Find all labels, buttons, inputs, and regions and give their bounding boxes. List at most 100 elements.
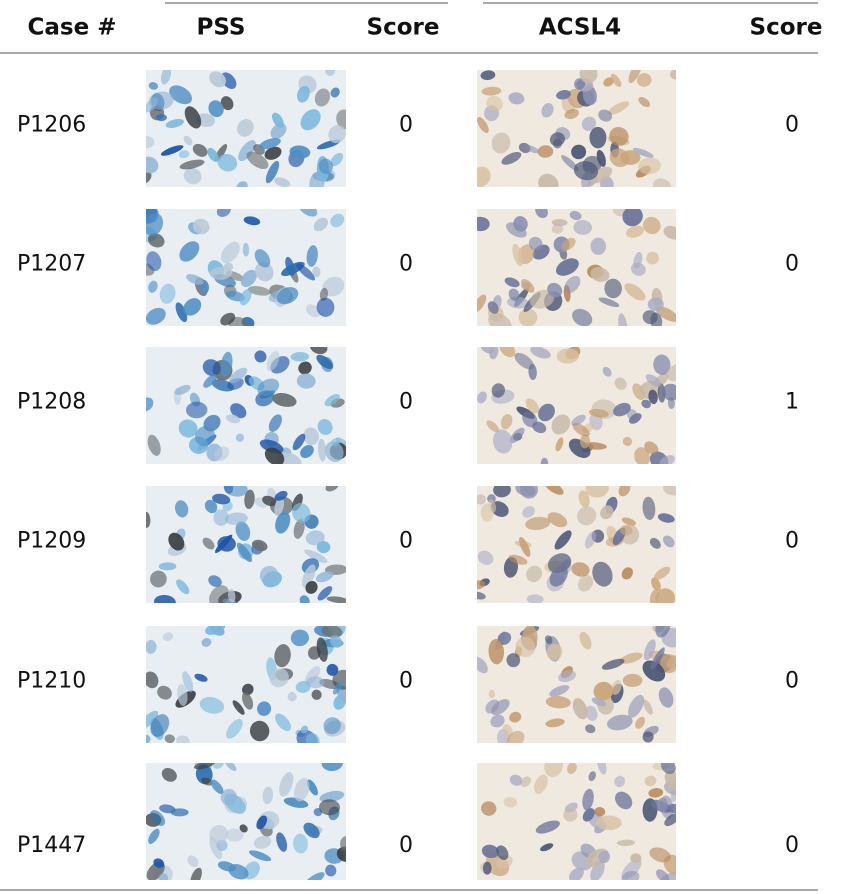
- micrograph-content: [477, 626, 676, 743]
- cell-nucleus: [621, 870, 640, 880]
- cell-nucleus: [313, 217, 328, 232]
- cell-nucleus: [641, 399, 652, 409]
- cell-nucleus: [488, 639, 505, 665]
- cell-nucleus: [538, 403, 555, 422]
- cell-nucleus: [147, 434, 161, 456]
- cell-nucleus: [146, 710, 159, 729]
- cell-nucleus: [615, 791, 633, 810]
- cell-nucleus: [545, 695, 571, 709]
- cell-nucleus: [208, 575, 222, 587]
- cell-nucleus: [569, 867, 584, 880]
- cell-nucleus: [528, 363, 537, 381]
- cell-nucleus: [239, 289, 252, 306]
- cell-nucleus: [554, 530, 572, 550]
- cell-nucleus: [224, 512, 248, 525]
- cell-nucleus: [515, 486, 536, 497]
- micrograph-content: [477, 70, 676, 187]
- cell-nucleus: [160, 70, 172, 85]
- cell-nucleus: [316, 541, 331, 554]
- cell-nucleus: [610, 73, 622, 88]
- cell-nucleus: [618, 486, 631, 497]
- cell-nucleus: [508, 554, 528, 565]
- case-id: P1206: [17, 113, 86, 138]
- cell-nucleus: [228, 864, 249, 880]
- cell-nucleus: [311, 689, 322, 700]
- cell-nucleus: [319, 790, 345, 803]
- cell-nucleus: [296, 263, 316, 281]
- micrograph: [477, 486, 676, 603]
- cell-nucleus: [515, 636, 536, 658]
- cell-nucleus: [564, 108, 579, 120]
- cell-nucleus: [621, 517, 636, 526]
- cell-nucleus: [619, 652, 643, 664]
- cell-nucleus: [621, 567, 634, 580]
- cell-nucleus: [499, 347, 516, 358]
- cell-nucleus: [662, 535, 675, 548]
- cell-nucleus: [232, 700, 245, 715]
- cell-nucleus: [182, 671, 194, 693]
- cell-nucleus: [572, 698, 588, 720]
- header-cell: Score: [750, 15, 823, 41]
- micrograph-background: [146, 347, 346, 464]
- cell-nucleus: [262, 786, 274, 805]
- cell-nucleus: [624, 283, 646, 301]
- cell-nucleus: [558, 670, 576, 683]
- cell-nucleus: [496, 845, 509, 860]
- cell-nucleus: [148, 828, 160, 844]
- micrograph-content: [477, 763, 676, 880]
- cell-nucleus: [146, 156, 159, 174]
- cell-nucleus: [249, 850, 272, 862]
- cell-nucleus: [146, 171, 152, 184]
- cell-nucleus: [596, 149, 606, 167]
- cell-nucleus: [183, 135, 193, 146]
- cell-nucleus: [491, 699, 510, 716]
- cell-nucleus: [150, 570, 167, 588]
- cell-nucleus: [183, 298, 202, 316]
- cell-nucleus: [563, 808, 578, 822]
- cell-nucleus: [603, 77, 614, 87]
- cell-nucleus: [201, 638, 212, 647]
- cell-nucleus: [602, 366, 612, 377]
- cell-nucleus: [577, 574, 594, 592]
- cell-nucleus: [300, 725, 309, 734]
- cell-nucleus: [544, 486, 564, 495]
- cell-nucleus: [619, 525, 633, 536]
- micrograph-content: [146, 626, 346, 743]
- cell-nucleus: [265, 160, 280, 184]
- cell-nucleus: [659, 455, 675, 464]
- cell-nucleus: [174, 384, 191, 395]
- cell-nucleus: [477, 656, 488, 674]
- header-cell: Score: [367, 15, 440, 41]
- cell-nucleus: [549, 685, 570, 697]
- cell-nucleus: [317, 586, 333, 601]
- cell-nucleus: [304, 549, 328, 563]
- cell-nucleus: [324, 70, 336, 76]
- micrograph-content: [146, 486, 346, 603]
- cell-nucleus: [276, 287, 299, 305]
- cell-nucleus: [541, 103, 554, 118]
- cell-nucleus: [588, 771, 596, 782]
- cell-nucleus: [213, 446, 230, 461]
- cell-nucleus: [183, 167, 202, 185]
- cell-nucleus: [574, 78, 586, 90]
- cell-nucleus: [224, 763, 237, 771]
- cell-nucleus: [247, 286, 271, 296]
- cell-nucleus: [157, 685, 172, 700]
- cell-nucleus: [175, 302, 188, 323]
- cell-nucleus: [205, 626, 226, 635]
- cell-nucleus: [328, 125, 346, 144]
- cell-nucleus: [655, 588, 676, 603]
- cell-nucleus: [299, 595, 310, 603]
- micrograph: [146, 486, 346, 603]
- pss-score: 0: [399, 113, 413, 138]
- cell-nucleus: [187, 855, 199, 868]
- cell-nucleus: [492, 429, 513, 454]
- cell-nucleus: [486, 420, 500, 433]
- cell-nucleus: [546, 643, 563, 661]
- acsl4-score: 1: [785, 390, 799, 415]
- cell-nucleus: [316, 297, 335, 317]
- cell-nucleus: [275, 713, 292, 732]
- cell-nucleus: [571, 414, 586, 426]
- cell-nucleus: [326, 663, 339, 676]
- cell-nucleus: [305, 530, 325, 546]
